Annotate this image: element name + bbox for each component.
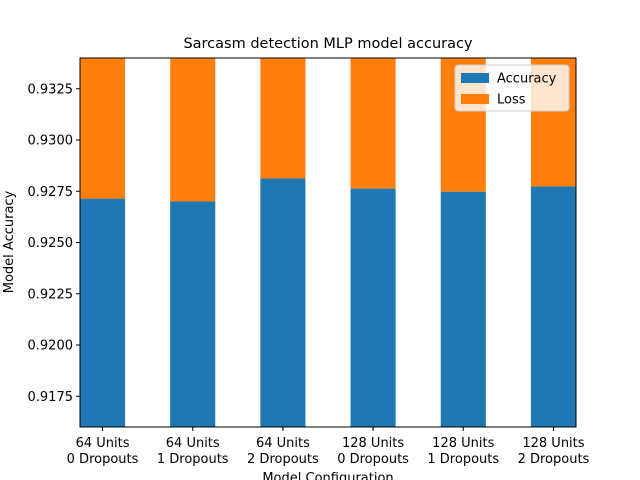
bar-segment: [80, 58, 126, 199]
y-tick-label: 0.9250: [28, 236, 74, 251]
bar-segment: [530, 186, 576, 427]
x-tick-label: 128 Units 1 Dropouts: [427, 436, 499, 467]
y-tick-label: 0.9275: [28, 185, 74, 200]
x-tick-label: 64 Units 2 Dropouts: [247, 436, 319, 467]
axes-frame: [79, 57, 577, 428]
x-tick-label: 64 Units 1 Dropouts: [157, 436, 229, 467]
x-tick-label: 128 Units 0 Dropouts: [337, 436, 409, 467]
legend-label: Accuracy: [497, 72, 557, 87]
x-tick-label: 128 Units 2 Dropouts: [518, 436, 590, 467]
bar-segment: [260, 58, 306, 179]
bar-segment: [350, 188, 396, 427]
y-tick-label: 0.9300: [28, 134, 74, 149]
bar-segment: [440, 191, 486, 427]
legend-label: Loss: [497, 93, 526, 108]
legend-swatch: [461, 73, 489, 83]
chart-title: Sarcasm detection MLP model accuracy: [183, 36, 473, 52]
bar-segment: [170, 58, 216, 202]
y-tick-label: 0.9325: [28, 82, 74, 97]
bar-segment: [350, 58, 396, 189]
y-axis-label: Model Accuracy: [2, 190, 17, 293]
y-tick-label: 0.9200: [28, 339, 74, 354]
x-tick-label: 64 Units 0 Dropouts: [67, 436, 139, 467]
x-axis-label: Model Configuration: [262, 471, 393, 480]
legend-swatch: [461, 94, 489, 104]
y-tick-label: 0.9225: [28, 287, 74, 302]
plot-area: [80, 58, 576, 427]
bar-segment: [260, 178, 306, 427]
y-tick-label: 0.9175: [28, 390, 74, 405]
bar-segment: [170, 201, 216, 427]
bar-segment: [80, 198, 126, 427]
